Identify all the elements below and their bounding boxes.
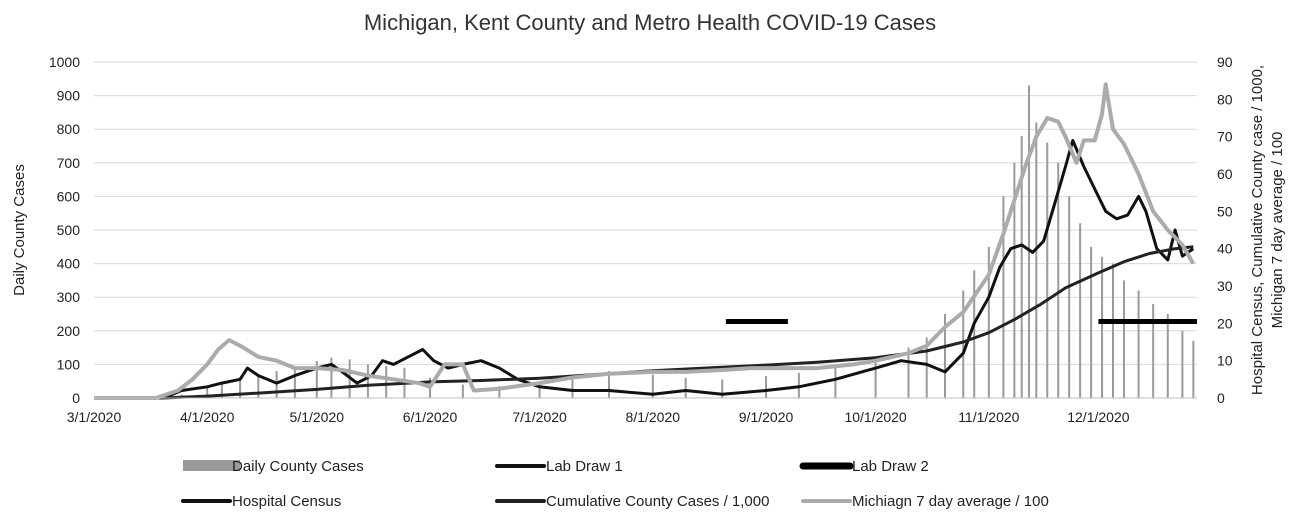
daily-case-bar (1013, 162, 1016, 398)
y-right-tick-label: 80 (1217, 91, 1233, 107)
daily-case-bar (1166, 314, 1169, 398)
y-right-tick-label: 60 (1217, 166, 1233, 182)
y-left-tick-label: 0 (72, 390, 80, 406)
daily-case-bar (987, 246, 990, 398)
daily-case-bar (1002, 196, 1005, 398)
daily-case-bar (651, 374, 654, 398)
x-tick-label: 8/1/2020 (626, 409, 681, 425)
daily-case-bar (330, 357, 333, 398)
daily-case-bar (973, 270, 976, 398)
daily-case-bar (1152, 303, 1155, 398)
x-tick-label: 12/1/2020 (1067, 409, 1129, 425)
daily-case-bar (220, 382, 223, 398)
daily-case-bar (943, 314, 946, 398)
cumulative-county-cases-1-000-line (94, 245, 1194, 400)
y-left-tick-label: 400 (57, 256, 81, 272)
daily-case-bar (206, 387, 209, 398)
daily-case-bar (1122, 280, 1125, 398)
daily-case-bar (461, 384, 464, 398)
y-left-tick-label: 300 (57, 289, 81, 305)
legend-label: Lab Draw 2 (852, 458, 929, 475)
right-axis-title-line1: Hospital Census, Cumulative County case … (1249, 65, 1266, 395)
y-right-tick-label: 90 (1217, 54, 1233, 70)
x-tick-label: 5/1/2020 (290, 409, 345, 425)
daily-case-bar (257, 374, 260, 398)
y-left-tick-label: 1000 (49, 54, 80, 70)
y-left-tick-label: 100 (57, 356, 81, 372)
y-right-tick-label: 30 (1217, 278, 1233, 294)
daily-case-bar (1035, 122, 1038, 398)
daily-case-bar (607, 371, 610, 398)
daily-case-bar (366, 364, 369, 398)
y-right-tick-label: 50 (1217, 203, 1233, 219)
x-tick-label: 7/1/2020 (512, 409, 567, 425)
hospital-census-line (162, 138, 1195, 400)
daily-case-bar (1090, 246, 1093, 398)
x-tick-label: 4/1/2020 (180, 409, 235, 425)
y-left-tick-label: 800 (57, 121, 81, 137)
daily-case-bar (1111, 263, 1114, 398)
daily-case-bar (239, 377, 242, 398)
daily-case-bar (293, 366, 296, 398)
legend: Daily County Cases Lab Draw 1 Lab Draw 2 Ho… (181, 458, 1049, 510)
legend-label: Michiagn 7 day average / 100 (852, 493, 1049, 510)
y-left-tick-label: 600 (57, 188, 81, 204)
legend-label: Lab Draw 1 (546, 458, 623, 475)
legend-label: Daily County Cases (232, 458, 364, 475)
y-left-tick-label: 200 (57, 323, 81, 339)
daily-case-bar (1020, 135, 1023, 399)
daily-case-bar (1181, 330, 1184, 398)
daily-case-bar (1079, 223, 1082, 398)
y-right-tick-label: 70 (1217, 129, 1233, 145)
daily-case-bar (1192, 340, 1195, 398)
daily-case-bar (1068, 196, 1071, 398)
x-tick-label: 10/1/2020 (844, 409, 906, 425)
legend-label: Cumulative County Cases / 1,000 (546, 493, 769, 510)
daily-case-bar (1027, 85, 1030, 399)
daily-case-bar (1101, 256, 1104, 398)
daily-case-bar (571, 374, 574, 398)
daily-case-bar (684, 377, 687, 398)
y-right-tick-label: 40 (1217, 241, 1233, 257)
daily-case-bar (385, 366, 388, 398)
gridlines (94, 61, 1197, 399)
x-tick-label: 11/1/2020 (958, 409, 1019, 425)
line-series (94, 82, 1197, 400)
left-axis-title: Daily County Cases (11, 164, 28, 296)
x-tick-label: 3/1/2020 (67, 409, 122, 425)
axes: 0 100 200 300 400 500 600 700 800 900 1000 0 10 20 30 4… (49, 54, 1233, 425)
daily-case-bar (925, 337, 928, 398)
y-right-tick-label: 10 (1217, 353, 1233, 369)
daily-case-bar (1046, 142, 1049, 398)
michiagn-7-day-average-100-line (94, 82, 1196, 400)
chart-title: Michigan, Kent County and Metro Health C… (364, 10, 936, 35)
x-tick-label: 9/1/2020 (739, 409, 794, 425)
daily-case-bar (874, 361, 877, 398)
y-left-tick-label: 700 (57, 155, 81, 171)
daily-case-bar (498, 386, 501, 398)
y-left-tick-label: 500 (57, 222, 81, 238)
right-axis-title-line2: Michigan 7 day average / 100 (1269, 132, 1286, 329)
y-right-tick-label: 20 (1217, 315, 1233, 331)
y-right-tick-label: 0 (1217, 390, 1225, 406)
daily-case-bar (962, 290, 965, 398)
daily-case-bar (315, 361, 318, 398)
legend-swatch-bar (183, 460, 240, 471)
daily-case-bar (721, 379, 724, 398)
daily-case-bar (765, 376, 768, 398)
bar-series (162, 85, 1195, 399)
legend-label: Hospital Census (232, 493, 341, 510)
daily-case-bar (1137, 290, 1140, 398)
daily-case-bar (907, 347, 910, 398)
y-left-tick-label: 900 (57, 88, 81, 104)
daily-case-bar (834, 367, 837, 398)
x-tick-label: 6/1/2020 (403, 409, 458, 425)
daily-case-bar (538, 381, 541, 398)
daily-case-bar (1057, 162, 1060, 398)
